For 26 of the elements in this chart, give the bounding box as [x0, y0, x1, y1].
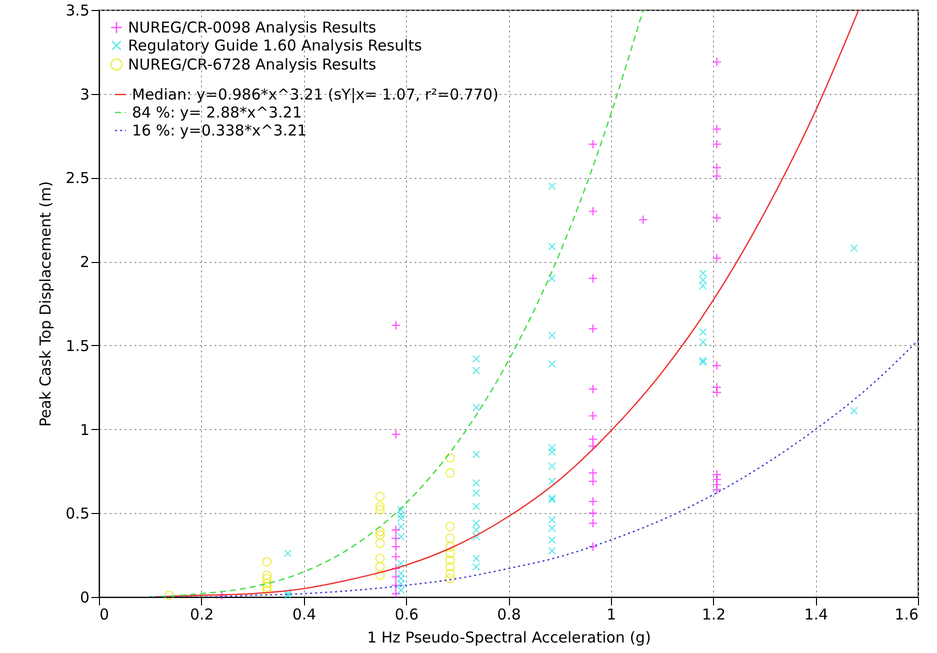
legend-label: 84 %: y= 2.88*x^3.21: [132, 104, 302, 122]
x-tick-label: 1: [606, 606, 616, 624]
x-tick-label: 1.4: [804, 606, 828, 624]
x-tick-label: 0.6: [394, 606, 419, 624]
y-tick-label: 3.5: [66, 2, 90, 20]
y-axis-title: Peak Cask Top Displacement (m): [36, 181, 55, 427]
y-tick-label: 2.5: [66, 169, 90, 188]
y-tick-label: 3: [80, 85, 90, 104]
y-tick-label: 0: [80, 588, 90, 606]
x-tick-label: 0.2: [190, 606, 214, 624]
y-tick-label: 1.5: [66, 336, 90, 355]
x-tick-label: 1.6: [894, 606, 918, 624]
x-tick-label: 0: [100, 606, 110, 624]
legend-label: NUREG/CR-0098 Analysis Results: [128, 18, 376, 36]
y-tick-label: 0.5: [66, 504, 90, 523]
legend-label: NUREG/CR-6728 Analysis Results: [128, 56, 376, 74]
x-tick-label: 0.4: [292, 606, 316, 624]
line-series: [150, 340, 918, 597]
x-tick-label: 0.8: [497, 606, 521, 624]
legend-label: Regulatory Guide 1.60 Analysis Results: [128, 36, 422, 54]
legend-label: Median: y=0.986*x^3.21 (sY|x= 1.07, r²=0.770): [132, 86, 498, 104]
x-axis-title: 1 Hz Pseudo-Spectral Acceleration (g): [367, 628, 651, 646]
legend-label: 16 %: y=0.338*x^3.21: [132, 122, 307, 140]
y-tick-label: 1: [80, 420, 90, 439]
x-tick-label: 1.2: [702, 606, 726, 624]
y-tick-label: 2: [80, 253, 90, 272]
